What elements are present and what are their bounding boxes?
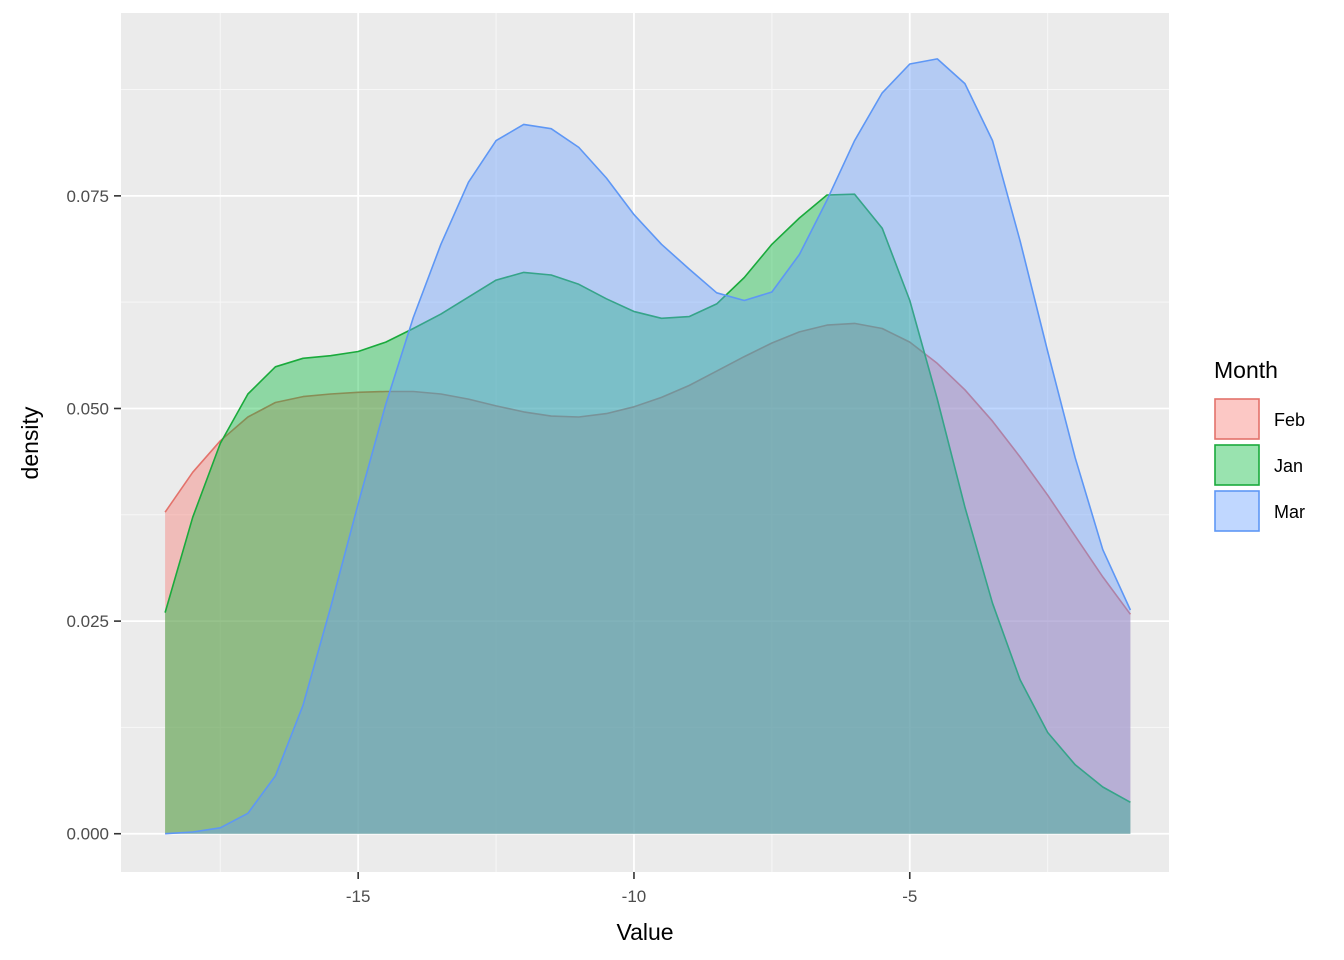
legend-title: Month [1214,357,1278,383]
x-tick-label-0: -15 [346,887,371,906]
density-line-mar [165,58,1132,835]
x-tick-label-1: -10 [622,887,647,906]
y-tick-label-1: 0.025 [66,612,109,631]
legend-key-bg-feb [1214,398,1260,440]
y-axis: 0.000 0.025 0.050 0.075 [66,187,121,844]
y-tick-label-3: 0.075 [66,187,109,206]
density-line-jan [164,193,1131,803]
legend-label-mar: Mar [1274,502,1305,522]
density-area-feb [165,323,1131,834]
legend-key-feb [1214,398,1260,440]
x-tick-label-2: -5 [902,887,917,906]
legend-key-bg-mar [1214,490,1260,532]
x-axis-title: Value [616,919,673,945]
legend-key-bg-jan [1214,444,1260,486]
legend-key-mar [1214,490,1260,532]
plot-panel [121,13,1169,872]
y-tick-label-2: 0.050 [66,399,109,418]
grid-minor [121,13,1169,872]
density-areas [164,58,1132,835]
grid-major [121,13,1169,872]
y-axis-title: density [17,406,43,479]
y-tick-label-0: 0.000 [66,825,109,844]
legend-key-jan [1214,444,1260,486]
legend: Month Feb Jan Mar [1214,357,1305,532]
legend-label-feb: Feb [1274,410,1305,430]
legend-label-jan: Jan [1274,456,1303,476]
density-area-jan [165,194,1131,834]
density-area-mar [165,58,1131,834]
x-axis: -15 -10 -5 [346,872,917,906]
density-line-feb [164,322,1132,615]
